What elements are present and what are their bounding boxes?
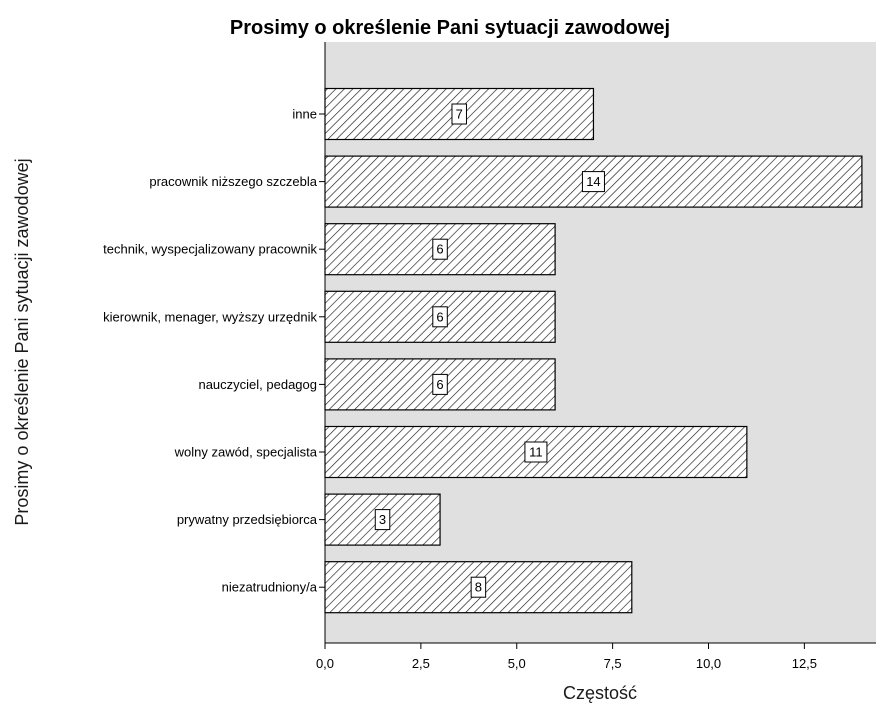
x-tick-label: 10,0 [696,656,721,671]
category-ticks-group [319,113,325,588]
chart-title: Prosimy o określenie Pani sytuacji zawod… [230,17,670,39]
category-label: wolny zawód, specjalista [174,445,318,460]
x-tick-label: 12,5 [792,656,817,671]
data-label-box [524,441,548,463]
x-axis-title: Częstość [563,683,637,703]
y-axis-title: Prosimy o określenie Pani sytuacji zawod… [12,158,32,525]
data-label: 6 [432,373,448,395]
data-label-text: 6 [436,309,443,324]
x-axis-ticks-group: 0,0 2,5 5,0 7,5 10,0 12,5 [316,643,817,671]
data-label-box [581,171,605,193]
category-label: nauczyciel, pedagog [198,377,317,392]
category-label: inne [292,107,317,122]
data-label: 6 [432,238,448,260]
data-label: 3 [374,509,391,531]
data-label-text: 6 [436,377,443,392]
data-label-box [451,103,467,125]
data-label: 11 [524,441,548,463]
data-label: 8 [470,576,487,598]
category-label: pracownik niższego szczebla [149,174,317,189]
data-label-text: 8 [475,580,482,595]
x-tick-label: 5,0 [508,656,526,671]
category-label: kierownik, menager, wyższy urzędnik [103,309,317,324]
x-tick-label: 0,0 [316,656,334,671]
data-label-text: 14 [586,174,600,189]
category-label: niezatrudniony/a [222,580,318,595]
category-label: technik, wyspecjalizowany pracownik [103,242,317,257]
x-tick-label: 7,5 [604,656,622,671]
data-label-text: 6 [436,242,443,257]
category-labels-group: inne pracownik niższego szczebla technik, … [103,107,318,595]
data-label-text: 11 [529,445,543,460]
data-label-box [432,306,448,328]
data-label-box [374,509,391,531]
data-label-box [432,238,448,260]
data-labels-group: 7 14 6 6 6 11 3 8 [374,103,605,598]
x-tick-label: 2,5 [412,656,430,671]
data-label: 14 [581,171,605,193]
data-label: 6 [432,306,448,328]
data-label-box [432,373,448,395]
category-label: prywatny przedsiębiorca [177,512,318,527]
data-label: 7 [451,103,467,125]
data-label-text: 7 [456,107,463,122]
data-label-text: 3 [379,512,386,527]
data-label-box [470,576,487,598]
